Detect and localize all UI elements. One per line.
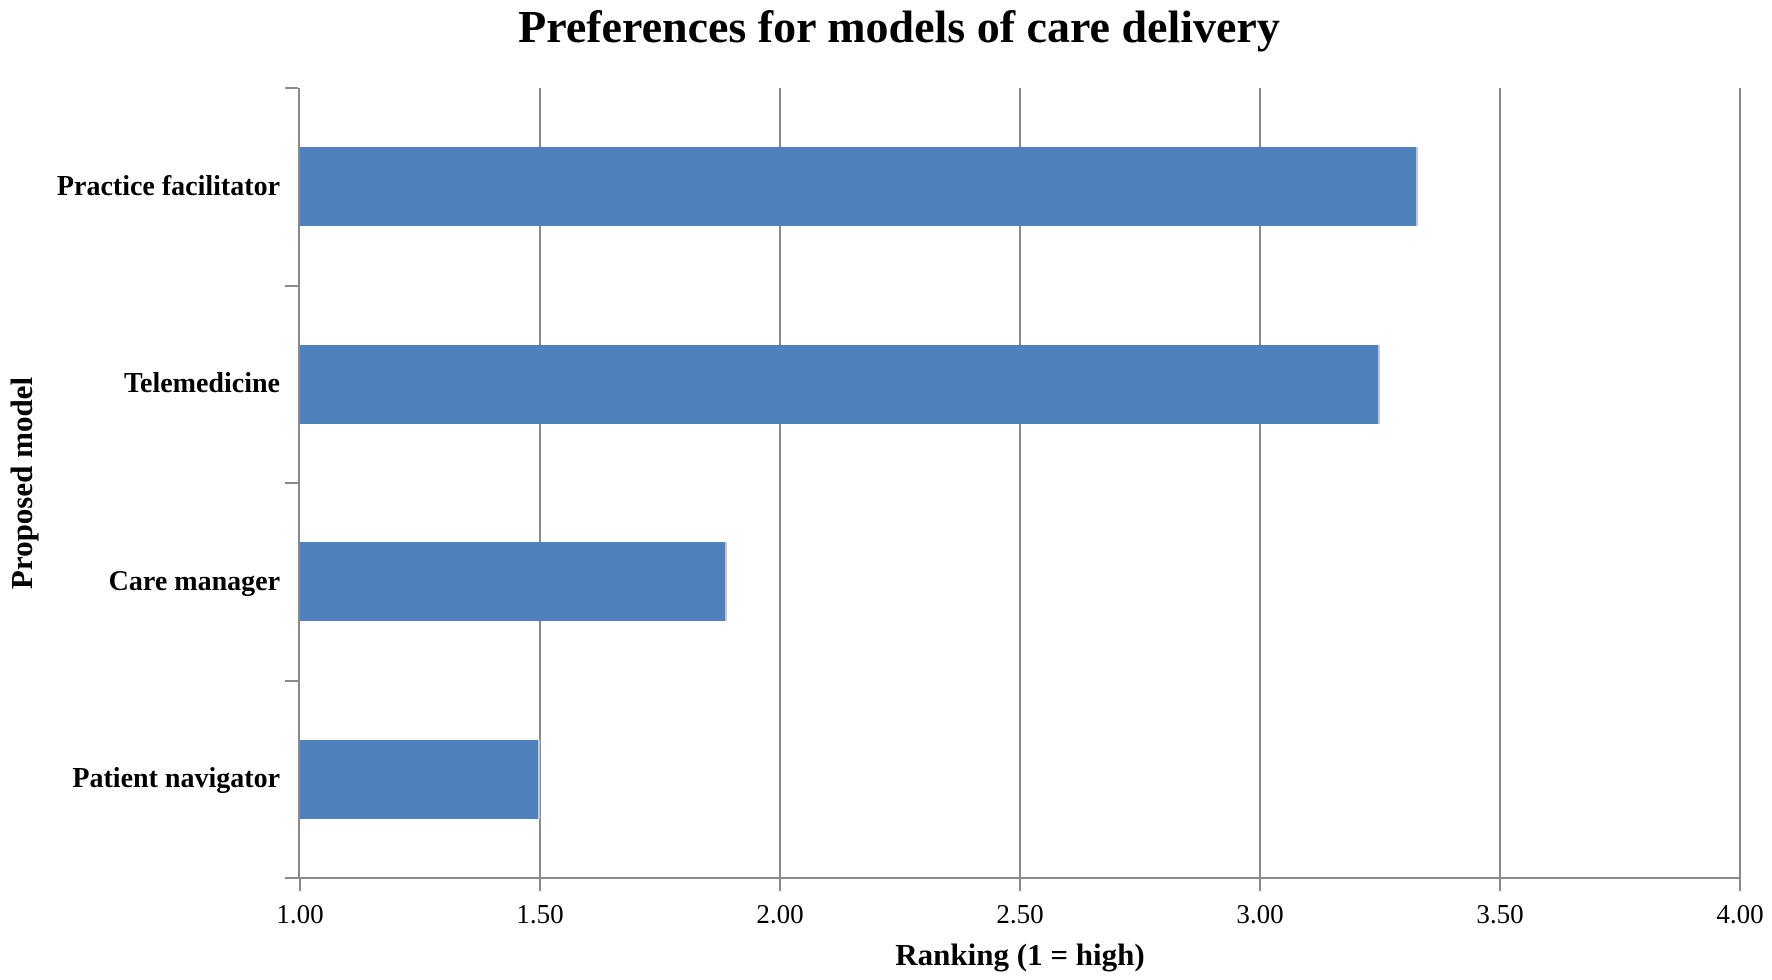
category-label: Telemedicine (123, 368, 280, 400)
x-tick-mark (1019, 878, 1021, 891)
gridline (1259, 88, 1261, 878)
category-label: Patient navigator (72, 763, 280, 795)
bar (300, 344, 1380, 424)
gridline (1499, 88, 1501, 878)
gridline (539, 88, 541, 878)
x-tick-label: 3.00 (1236, 899, 1284, 929)
x-tick-mark (1499, 878, 1501, 891)
gridline (779, 88, 781, 878)
x-tick-mark (539, 878, 541, 891)
x-tick-label: 4.00 (1716, 899, 1764, 929)
x-axis-title: Ranking (1 = high) (895, 937, 1145, 972)
x-tick-label: 1.00 (276, 899, 324, 929)
x-tick-mark (299, 878, 301, 891)
y-axis-title: Proposed model (4, 376, 39, 590)
category-label: Care manager (108, 565, 280, 597)
x-axis-line (287, 877, 1741, 879)
x-tick-label: 2.00 (756, 899, 804, 929)
y-axis-line (298, 88, 300, 879)
y-tick-mark (285, 87, 298, 89)
gridline (1019, 88, 1021, 878)
y-tick-mark (285, 679, 298, 682)
y-tick-mark (285, 482, 298, 484)
x-tick-label: 3.50 (1476, 899, 1524, 929)
y-tick-mark (285, 877, 298, 879)
x-tick-label: 1.50 (516, 899, 564, 929)
x-tick-mark (779, 878, 781, 891)
gridline (1739, 88, 1741, 878)
x-tick-mark (1739, 878, 1741, 891)
x-tick-mark (1259, 878, 1261, 891)
x-tick-label: 2.50 (996, 899, 1044, 929)
bar (300, 147, 1419, 227)
y-tick-mark (285, 284, 298, 287)
category-label: Practice facilitator (56, 170, 280, 202)
chart-title: Preferences for models of care delivery (518, 1, 1280, 52)
bar (300, 739, 540, 819)
bar (300, 542, 728, 622)
